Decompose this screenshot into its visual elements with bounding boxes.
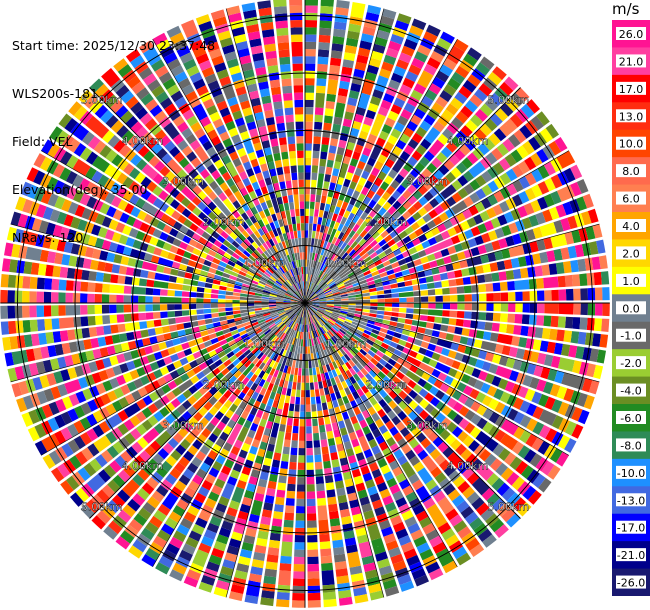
colorbar-tick-label: -10.0: [617, 467, 645, 480]
field-text: Field: VEL: [12, 134, 73, 149]
colorbar-tick-bg: [616, 27, 646, 40]
range-ring-label: 4.00km: [122, 460, 164, 473]
azimuth-line: [10, 223, 600, 383]
colorbar-tick-bg: [616, 54, 646, 68]
colorbar-tick-label: 0.0: [622, 302, 640, 315]
colorbar-tick-bg: [616, 548, 646, 562]
colorbar-tick-label: 2.0: [622, 247, 640, 260]
colorbar-tick-bg: [616, 356, 646, 370]
colorbar-tick-label: 6.0: [622, 193, 640, 206]
colorbar-tick-bg: [616, 109, 646, 123]
start-time-text: Start time: 2025/12/30 23:37:48: [12, 38, 216, 53]
colorbar-tick-label: 13.0: [619, 110, 644, 123]
range-ring-labels: 1.00km 1.00km 1.00km 1.00km 2.00km 2.00km 2.00…: [81, 93, 530, 513]
colorbar-tick-bg: [616, 438, 646, 452]
range-ring-label: 1.00km: [244, 338, 286, 351]
range-ring-label: 3.00km: [406, 419, 448, 432]
range-ring-label: 2.00km: [203, 378, 245, 391]
colorbar-tick-label: 17.0: [619, 83, 644, 96]
colorbar-tick-label: 26.0: [619, 28, 644, 41]
colorbar-tick-bg: [616, 164, 646, 178]
colorbar-tick-label: 8.0: [622, 165, 640, 178]
colorbar-tick-bg: [616, 465, 646, 479]
colorbar-tick-bg: [616, 301, 646, 315]
colorbar-tick-bg: [616, 411, 646, 424]
colorbar-tick-bg: [616, 246, 646, 260]
range-ring-label: 4.00km: [122, 134, 164, 147]
range-ring-label: 1.00km: [325, 338, 367, 351]
range-ring-label: 4.00km: [447, 460, 489, 473]
colorbar-unit: m/s: [612, 0, 640, 18]
colorbar-tick-label: -2.0: [620, 357, 641, 370]
range-ring-label: 5.00km: [81, 94, 123, 107]
colorbar-tick-label: -21.0: [617, 549, 645, 562]
range-ring-label: 2.00km: [203, 216, 245, 229]
range-ring-label: 1.00km: [244, 256, 286, 269]
colorbar-tick-bg: [616, 273, 646, 287]
velocity-gate-group: [0, 0, 588, 582]
colorbar-tick-label: 4.0: [622, 220, 640, 233]
range-ring-label: 5.00km: [488, 94, 530, 107]
range-ring-label: 2.00km: [366, 216, 408, 229]
range-ring-label: 1.00km: [325, 256, 367, 269]
colorbar-tick-label: -4.0: [620, 385, 641, 398]
colorbar-tick-bg: [616, 81, 646, 95]
range-ring-label: 3.00km: [162, 175, 204, 188]
colorbar-tick-label: -13.0: [617, 494, 645, 507]
colorbar-tick-label: 10.0: [619, 138, 644, 151]
colorbar-tick-bg: [616, 383, 646, 397]
colorbar: 26.0 21.0 17.0 13.0 10.0 8.0 6.0 4.0 2.0 1.0 0.0 -1…: [612, 20, 650, 596]
nrays-text: NRays: 120: [12, 230, 84, 245]
colorbar-tick-bg: [616, 191, 646, 205]
colorbar-tick-label: 21.0: [619, 55, 644, 68]
colorbar-tick-label: -26.0: [617, 577, 645, 590]
range-ring-label: 4.00km: [447, 134, 489, 147]
range-ring-label: 3.00km: [406, 175, 448, 188]
colorbar-tick-bg: [616, 219, 646, 232]
colorbar-tick-label: -1.0: [620, 330, 641, 343]
scan-info: Start time: 2025/12/30 23:37:48 WLS200s-…: [12, 6, 215, 262]
range-ring-label: 5.00km: [81, 500, 123, 513]
colorbar-tick-bg: [616, 136, 646, 150]
velocity-gate-group: [4, 12, 596, 597]
colorbar-tick-bg: [616, 328, 646, 342]
instrument-text: WLS200s-181: [12, 86, 98, 101]
range-ring-label: 3.00km: [162, 419, 204, 432]
colorbar-tick-label: 1.0: [622, 275, 640, 288]
colorbar-tick-label: -17.0: [617, 522, 645, 535]
colorbar-tick-bg: [616, 575, 646, 589]
colorbar-tick-label: -6.0: [620, 412, 641, 425]
range-ring-label: 5.00km: [488, 500, 530, 513]
azimuth-lines: [0, 0, 610, 608]
velocity-gate-group: [28, 5, 583, 591]
elevation-text: Elevation(deg): 35.00: [12, 182, 148, 197]
colorbar-tick-bg: [616, 493, 646, 507]
colorbar-tick-bg: [616, 520, 646, 534]
range-ring-label: 2.00km: [366, 378, 408, 391]
colorbar-tick-label: -8.0: [620, 439, 641, 452]
velocity-rays: [0, 0, 610, 608]
